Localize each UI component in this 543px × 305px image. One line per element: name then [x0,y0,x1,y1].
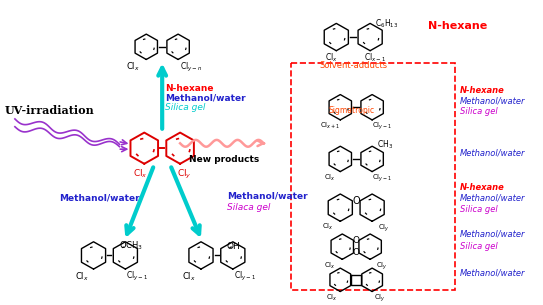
Text: Cl$_{x+1}$: Cl$_{x+1}$ [320,121,340,131]
Text: Sigmatropic: Sigmatropic [328,106,374,115]
Text: Cl$_{y-1}$: Cl$_{y-1}$ [233,270,256,283]
Text: Cl$_{y-n}$: Cl$_{y-n}$ [180,60,202,74]
Text: N-hexane: N-hexane [460,86,504,95]
Text: Cl$_{y-1}$: Cl$_{y-1}$ [127,270,148,283]
Text: CH$_3$: CH$_3$ [377,138,393,151]
Text: Cl$_x$: Cl$_x$ [182,270,196,282]
Text: Cl$_y$: Cl$_y$ [176,168,192,181]
Text: Cl$_x$: Cl$_x$ [323,222,334,232]
Text: Cl$_x$: Cl$_x$ [324,173,336,183]
Text: Cl$_{y-1}$: Cl$_{y-1}$ [372,173,392,184]
Bar [291,63,454,289]
Text: N-hexane: N-hexane [165,84,213,93]
Text: N-hexane: N-hexane [460,183,504,192]
Text: N-hexane: N-hexane [428,21,487,31]
Text: Methanol/water: Methanol/water [59,193,140,203]
Text: Cl$_{x-1}$: Cl$_{x-1}$ [364,52,386,64]
Text: Cl$_{y-1}$: Cl$_{y-1}$ [372,121,392,132]
Text: Cl$_x$: Cl$_x$ [326,292,338,303]
Text: O: O [352,196,360,206]
Text: Methanol/water: Methanol/water [460,96,525,105]
Text: Methanol/water: Methanol/water [460,148,525,157]
Text: OH: OH [227,242,241,251]
Text: Cl$_x$: Cl$_x$ [324,260,336,271]
Text: Methanol/water: Methanol/water [460,269,525,278]
Text: Silica gel: Silica gel [460,242,497,251]
Text: OCH$_3$: OCH$_3$ [119,240,143,252]
Text: New products: New products [190,155,260,164]
Text: Silica gel: Silica gel [460,205,497,213]
Text: Methanol/water: Methanol/water [227,192,307,200]
Text: Methanol/water: Methanol/water [460,230,525,239]
Text: O: O [353,248,359,257]
Text: Solvent-adducts: Solvent-adducts [319,61,387,70]
Text: UV-irradiation: UV-irradiation [5,105,94,116]
Text: Silica gel: Silica gel [165,103,206,112]
Text: Cl$_x$: Cl$_x$ [325,52,338,64]
Text: Methanol/water: Methanol/water [460,194,525,203]
Text: C$_6$H$_{13}$: C$_6$H$_{13}$ [375,17,399,30]
Text: Cl$_y$: Cl$_y$ [378,222,390,234]
Text: Silaca gel: Silaca gel [227,203,270,212]
Text: Methanol/water: Methanol/water [165,93,246,102]
Text: Cl$_x$: Cl$_x$ [75,270,89,282]
Text: Cl$_x$: Cl$_x$ [127,60,140,73]
Text: Silica gel: Silica gel [460,107,497,116]
Text: Cl$_y$: Cl$_y$ [374,292,386,304]
Text: Cl$_y$: Cl$_y$ [376,260,388,272]
Text: Cl$_x$: Cl$_x$ [133,168,148,180]
Text: O: O [353,236,359,245]
